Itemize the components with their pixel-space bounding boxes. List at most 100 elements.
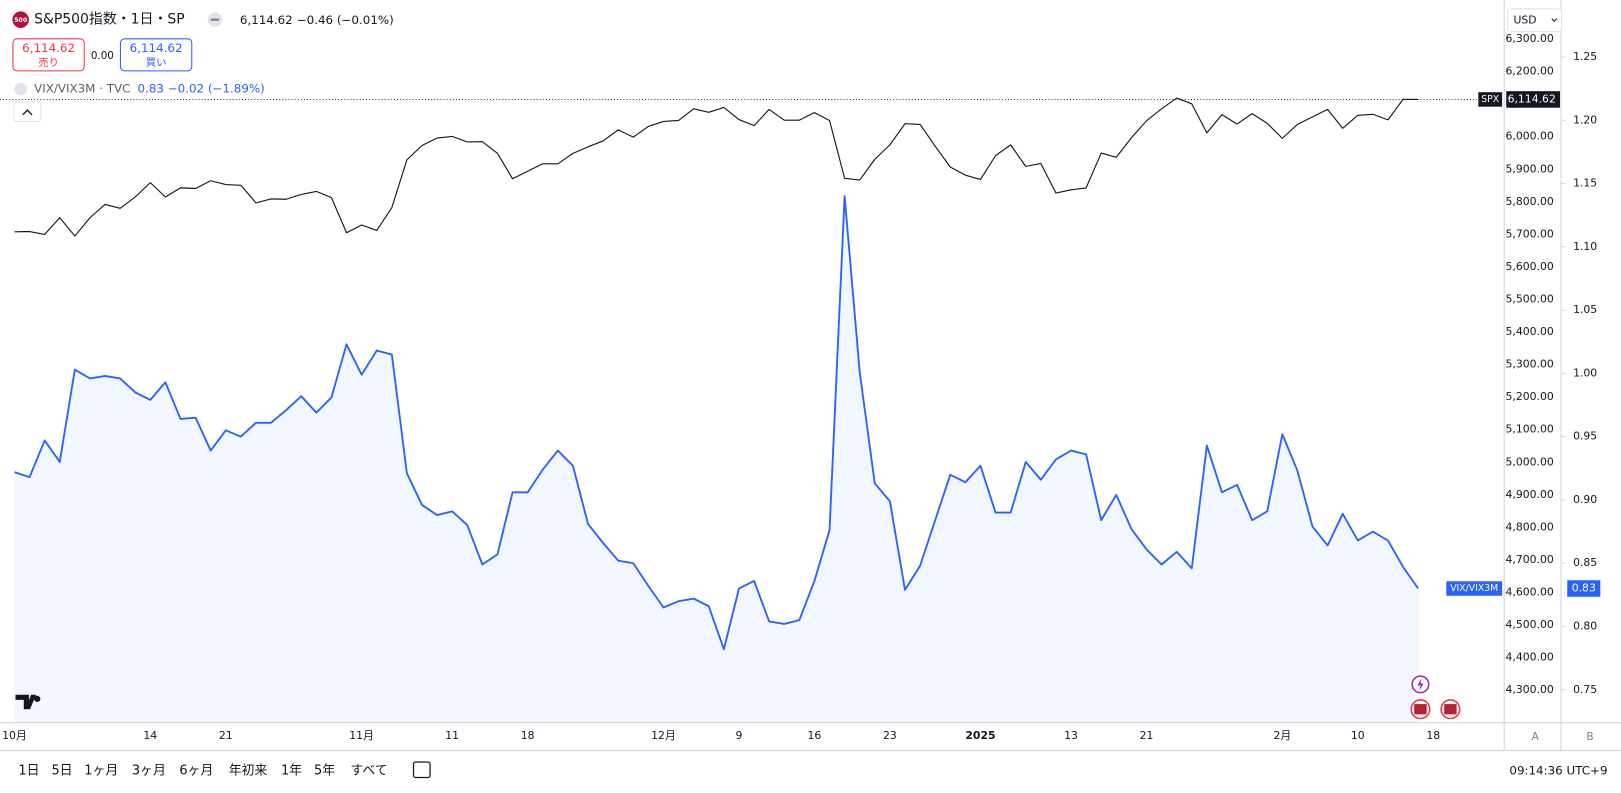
y-tick-label: 5,200.00 xyxy=(1506,390,1554,403)
price-change: −0.46 (−0.01%) xyxy=(297,13,394,27)
y-tick-label: 5,100.00 xyxy=(1506,423,1554,436)
symbol-title[interactable]: S&P500指数・1日・SP xyxy=(34,12,185,28)
range-button[interactable]: 1日 xyxy=(18,764,39,779)
range-button[interactable]: 1ヶ月 xyxy=(84,764,118,779)
y-tick-label: 4,800.00 xyxy=(1506,520,1554,533)
x-tick-label: 16 xyxy=(808,729,822,742)
brand-logo xyxy=(15,694,41,710)
series-line xyxy=(14,97,1419,237)
spread: 0.00 xyxy=(91,50,114,62)
range-button[interactable]: 5年 xyxy=(314,764,335,779)
study-name[interactable]: VIX/VIX3M · TVC xyxy=(34,81,130,95)
collapse-button[interactable] xyxy=(13,101,42,123)
y-tick-label: 5,000.00 xyxy=(1506,455,1554,468)
y-tick-label: 5,600.00 xyxy=(1506,260,1554,273)
study-icon xyxy=(14,82,27,96)
last-price: 6,114.62 xyxy=(240,13,293,27)
price-label-bg xyxy=(1506,91,1561,108)
x-tick-label: 21 xyxy=(219,729,233,742)
date-range-icon[interactable] xyxy=(412,761,431,779)
y-tick-label: 4,300.00 xyxy=(1506,683,1554,696)
y2-tick-label: 1.20 xyxy=(1573,113,1597,126)
logo-text: 500 xyxy=(14,17,28,24)
y2-tick-label: 0.85 xyxy=(1573,556,1597,569)
range-button[interactable]: 5日 xyxy=(51,764,72,779)
x-tick-label: 21 xyxy=(1140,729,1154,742)
status-icon-bar xyxy=(210,18,220,21)
y-tick-label: 5,500.00 xyxy=(1506,293,1554,306)
x-tick-label: 10月 xyxy=(2,729,27,742)
y-tick-label: 6,200.00 xyxy=(1506,65,1554,78)
y2-tick-label: 1.15 xyxy=(1573,177,1597,190)
range-button[interactable]: 3ヶ月 xyxy=(132,764,166,779)
plot xyxy=(0,97,1505,723)
range-button[interactable]: すべて xyxy=(350,764,387,779)
event-icon-bolt xyxy=(1417,678,1424,691)
y2-tick-label: 1.10 xyxy=(1573,240,1597,253)
collapse-chevron xyxy=(22,109,33,116)
x-tick-label: 23 xyxy=(883,729,897,742)
range-button[interactable]: 6ヶ月 xyxy=(179,764,213,779)
price-label: 6,114.62 xyxy=(1508,92,1556,105)
series-line xyxy=(14,195,1419,651)
price-label-bg xyxy=(1567,580,1601,597)
series-tag-bg xyxy=(1478,92,1503,107)
study-values: 0.83 −0.02 (−1.89%) xyxy=(137,81,264,95)
logo-badge xyxy=(12,11,29,28)
y-tick-label: 4,900.00 xyxy=(1506,488,1554,501)
x-tick-label: 18 xyxy=(1426,729,1440,742)
y2-tick-label: 0.80 xyxy=(1573,619,1597,632)
y2-tick-label: 0.75 xyxy=(1573,683,1597,696)
x-tick-label: 13 xyxy=(1064,729,1078,742)
x-tick-label: 11 xyxy=(445,729,459,742)
buy-button[interactable] xyxy=(119,38,193,72)
sell-label: 売り xyxy=(38,56,59,69)
y2-tick-label: 1.25 xyxy=(1573,50,1597,63)
buy-price: 6,114.62 xyxy=(130,41,183,55)
flag xyxy=(1444,704,1457,715)
y-tick-label: 6,000.00 xyxy=(1506,130,1554,143)
y-tick-label: 4,400.00 xyxy=(1506,651,1554,664)
price-label: 0.83 xyxy=(1572,582,1596,595)
buy-label: 買い xyxy=(146,57,167,69)
x-tick-label: 14 xyxy=(143,729,157,742)
y-tick-label: 6,300.00 xyxy=(1506,32,1554,45)
x-tick-label: 12月 xyxy=(651,729,676,742)
clock: 09:14:36 UTC+9 xyxy=(1509,764,1607,778)
x-tick-label: 2月 xyxy=(1273,729,1291,742)
y2-tick-label: 0.90 xyxy=(1573,493,1597,506)
y-tick-label: 4,600.00 xyxy=(1506,585,1554,598)
y-tick-label: 4,500.00 xyxy=(1506,618,1554,631)
currency: USD xyxy=(1513,14,1536,27)
range-button[interactable]: 1年 xyxy=(281,764,302,779)
currency-button[interactable] xyxy=(1507,8,1563,33)
sell-price: 6,114.62 xyxy=(22,41,75,55)
y-tick-label: 5,300.00 xyxy=(1506,358,1554,371)
currency-chevron xyxy=(1551,18,1558,22)
area-fill xyxy=(14,196,1419,723)
range-button[interactable]: 年初来 xyxy=(229,764,268,779)
x-tick-label: 11月 xyxy=(349,729,374,742)
x-tick-label: 9 xyxy=(736,729,743,742)
y-tick-label: 5,400.00 xyxy=(1506,325,1554,338)
series-tag: SPX xyxy=(1481,94,1500,105)
axis-mode[interactable]: A xyxy=(1532,731,1539,743)
x-tick-label: 10 xyxy=(1351,729,1365,742)
flag xyxy=(1414,704,1427,715)
y-tick-label: 5,800.00 xyxy=(1506,195,1554,208)
x-tick-label: 2025 xyxy=(965,729,995,742)
series-tag: VIX/VIX3M xyxy=(1450,583,1498,594)
y-tick-label: 4,700.00 xyxy=(1506,553,1554,566)
axes: 4,300.00 4,400.00 4,500.00 4,600.00 4,700.00… xyxy=(2,32,1601,742)
toolbar: 1日 5日 1ヶ月 3ヶ月 6ヶ月 年初来 1年 5年 すべて xyxy=(18,764,387,779)
axis-mode[interactable]: B xyxy=(1586,731,1593,743)
y-tick-label: 5,700.00 xyxy=(1506,227,1554,240)
y2-tick-label: 1.05 xyxy=(1573,303,1597,316)
y2-tick-label: 0.95 xyxy=(1573,430,1597,443)
y2-tick-label: 1.00 xyxy=(1573,366,1597,379)
series-tag-bg xyxy=(1446,581,1503,596)
sell-button[interactable] xyxy=(12,38,85,72)
